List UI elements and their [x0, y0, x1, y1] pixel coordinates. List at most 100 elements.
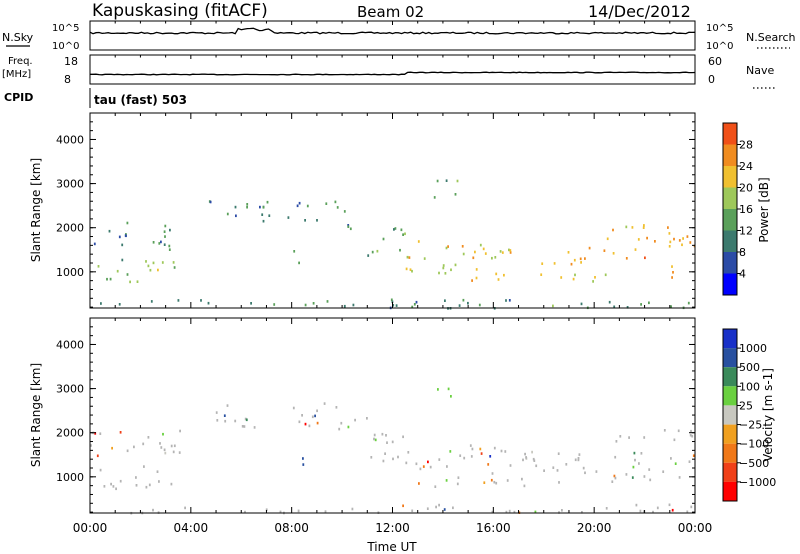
velocity-colorbar: 1000 500 100 25 −25 −100 −500 −1000 [722, 328, 776, 502]
power-y-axis: 1000 2000 3000 4000 [56, 112, 696, 308]
data-cell [411, 305, 414, 309]
data-cell [316, 409, 318, 413]
data-cell [147, 436, 150, 439]
data-cell [436, 179, 439, 183]
data-cell [631, 226, 634, 229]
data-cell [323, 402, 326, 405]
data-cell [311, 415, 314, 419]
nsky-tick-bottom: 10^0 [52, 41, 79, 52]
data-cell [415, 462, 418, 466]
data-cell [347, 425, 350, 429]
colorbar-segment [723, 252, 737, 274]
data-cell [648, 301, 650, 305]
data-cell [443, 508, 446, 511]
data-cell [479, 243, 482, 247]
data-cell [634, 458, 636, 462]
data-cell [577, 458, 580, 462]
data-cell [678, 239, 681, 242]
data-cell [235, 214, 237, 218]
colorbar-segment [723, 209, 737, 231]
data-cell [678, 476, 681, 479]
x-tick-label: 04:00 [174, 521, 209, 535]
data-cell [384, 452, 386, 455]
data-cell [106, 277, 108, 281]
data-cell [509, 251, 512, 254]
data-cell [200, 299, 202, 302]
nsky-tick-top: 10^5 [52, 23, 79, 34]
data-cell [433, 196, 436, 199]
nave-label: Nave [746, 64, 774, 77]
data-cell [112, 485, 115, 488]
data-cell [584, 257, 586, 260]
data-cell [632, 465, 635, 469]
data-cell [405, 461, 408, 465]
data-cell [119, 479, 122, 483]
data-cell [637, 238, 640, 241]
data-cell [385, 434, 387, 437]
colorbar-segment [723, 386, 737, 406]
data-cell [686, 235, 689, 238]
data-cell [505, 510, 508, 514]
data-cell [480, 452, 483, 455]
colorbar-tick-label: 8 [739, 246, 746, 259]
data-cell [296, 204, 299, 208]
data-cell [304, 303, 307, 307]
velocity-scatter [90, 387, 695, 515]
data-cell [509, 464, 512, 467]
data-cell [582, 466, 585, 470]
data-cell [419, 467, 422, 471]
cpid-text: tau (fast) 503 [94, 93, 187, 107]
data-cell [509, 249, 512, 252]
data-cell [170, 444, 173, 448]
colorbar-tick-label: 4 [739, 268, 746, 281]
data-cell [316, 219, 318, 222]
colorbar-segment [723, 144, 737, 166]
data-cell [145, 485, 148, 489]
data-cell [150, 300, 153, 303]
data-cell [397, 455, 399, 459]
data-cell [304, 422, 307, 426]
nave-tick-bottom: 0 [708, 73, 715, 86]
data-cell [161, 261, 164, 264]
data-cell [93, 242, 96, 246]
data-cell [604, 273, 607, 277]
data-cell [628, 436, 630, 439]
data-cell [306, 204, 309, 208]
data-cell [490, 478, 493, 482]
velocity-frame [89, 317, 696, 514]
data-cell [640, 303, 642, 306]
data-cell [625, 225, 628, 229]
data-cell [471, 279, 473, 282]
data-cell [418, 482, 420, 485]
data-cell [558, 481, 560, 484]
velocity-y-axis: 1000 2000 3000 4000 [56, 317, 696, 513]
data-cell [158, 242, 161, 245]
data-cell [444, 299, 446, 302]
data-cell [508, 248, 510, 252]
data-cell [682, 237, 684, 240]
data-cell [234, 419, 237, 423]
x-tick-label: 00:00 [73, 521, 108, 535]
data-cell [399, 248, 401, 252]
data-cell [209, 200, 212, 204]
data-cell [417, 240, 420, 243]
data-cell [386, 441, 388, 444]
data-cell [391, 440, 394, 444]
data-cell [110, 482, 112, 486]
colorbar-tick-label: 28 [739, 139, 753, 152]
freq-series [90, 71, 696, 76]
x-tick-label: 12:00 [375, 521, 410, 535]
data-cell [262, 219, 265, 223]
velocity-panel: 1000 2000 3000 4000 Slant Range [km] 1000 50… [29, 317, 776, 515]
data-cell [97, 265, 100, 268]
x-tick-label: 00:00 [678, 521, 713, 535]
data-cell [367, 254, 370, 257]
data-cell [253, 426, 256, 429]
data-cell [250, 302, 252, 305]
data-cell [335, 406, 338, 409]
data-cell [415, 300, 418, 304]
data-cell [608, 300, 611, 304]
data-cell [393, 228, 395, 231]
data-cell [504, 450, 507, 453]
data-cell [382, 459, 385, 463]
